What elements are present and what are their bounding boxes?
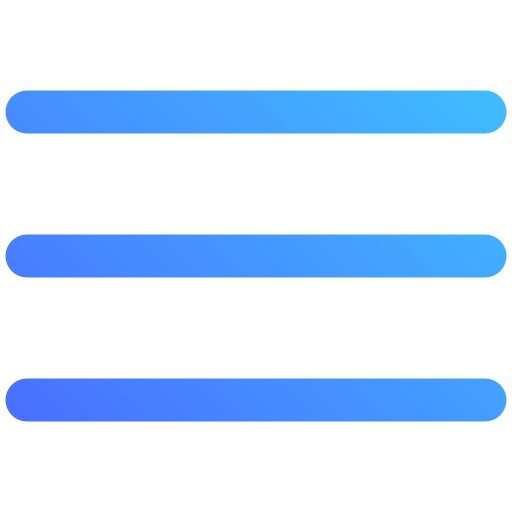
- hamburger-menu-icon: [5, 90, 507, 422]
- menu-button[interactable]: [0, 0, 512, 512]
